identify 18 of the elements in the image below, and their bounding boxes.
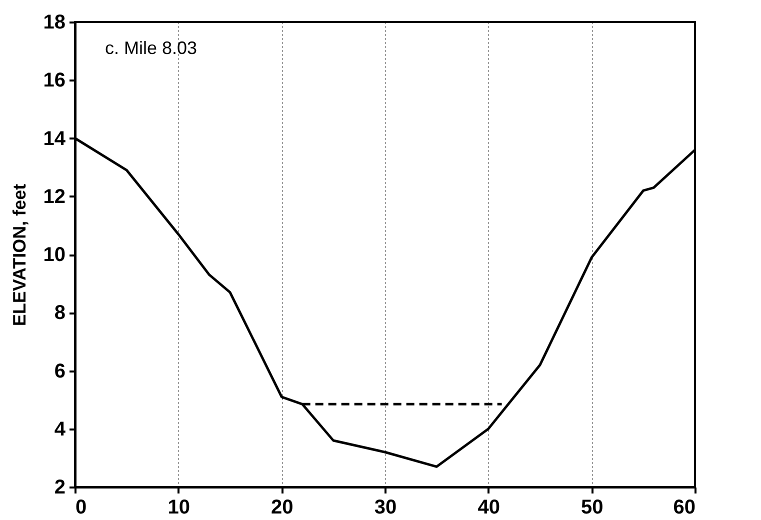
x-tick-label: 40: [478, 496, 500, 518]
y-tick-label: 6: [54, 360, 66, 382]
x-tick-label: 30: [374, 496, 397, 518]
y-tick-label: 4: [54, 418, 66, 440]
annotation: c. Mile 8.03: [105, 38, 198, 58]
y-tick-label: 10: [43, 244, 66, 266]
y-tick-label: 14: [43, 128, 66, 150]
x-tick-label: 10: [168, 496, 190, 518]
y-tick-label: 2: [54, 476, 66, 498]
y-tick-label: 12: [43, 186, 66, 208]
y-tick-label: 18: [43, 12, 66, 34]
x-tick-label: 0: [76, 496, 87, 518]
y-axis-title: ELEVATION, feet: [9, 184, 30, 326]
x-tick-label: 60: [673, 496, 696, 518]
x-tick-label: 20: [271, 496, 294, 518]
y-tick-label: 8: [54, 302, 66, 324]
y-tick-label: 16: [43, 70, 66, 92]
x-tick-label: 50: [581, 496, 604, 518]
